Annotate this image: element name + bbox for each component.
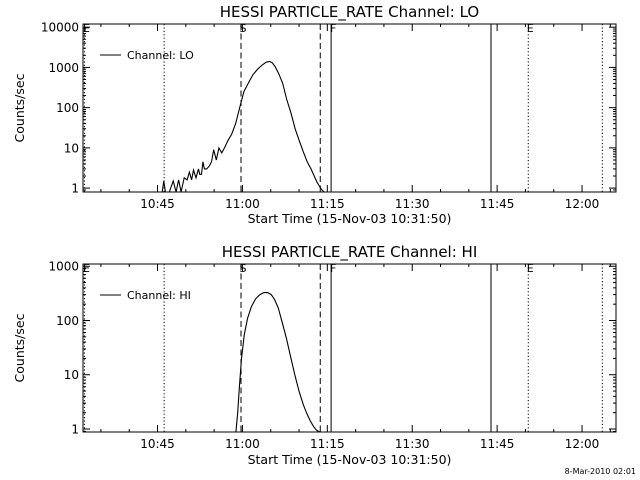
x-tick-label: 11:15 xyxy=(310,197,345,211)
y-tick-label: 10 xyxy=(64,141,79,155)
series-line xyxy=(235,291,321,432)
annotation-label: S xyxy=(240,262,247,275)
x-axis-label: Start Time (15-Nov-03 10:31:50) xyxy=(248,452,452,467)
y-tick-label: 1 xyxy=(71,182,79,196)
x-axis-label: Start Time (15-Nov-03 10:31:50) xyxy=(248,211,452,226)
annotation-label: E xyxy=(83,262,90,275)
plot-frame xyxy=(82,263,617,433)
x-tick-label: 10:45 xyxy=(140,437,175,451)
legend-label: Channel: LO xyxy=(127,49,194,62)
annotation-label: F xyxy=(330,262,336,275)
annotation-label: E xyxy=(527,262,534,275)
y-tick-label: 100 xyxy=(56,101,79,115)
footer-timestamp: 8-Mar-2010 02:01 xyxy=(565,467,636,476)
legend-label: Channel: HI xyxy=(127,289,191,302)
x-tick-label: 11:15 xyxy=(310,437,345,451)
annotation-label: S xyxy=(240,22,247,35)
chart-title: HESSI PARTICLE_RATE Channel: LO xyxy=(220,3,479,22)
y-tick-label: 1000 xyxy=(48,260,79,274)
panel-lo: HESSI PARTICLE_RATE Channel: LO 10:45 11:0… xyxy=(12,3,617,226)
y-tick-label: 1000 xyxy=(48,61,79,75)
annotation-label: E xyxy=(83,22,90,35)
x-tick-label: 11:30 xyxy=(395,197,430,211)
y-axis-label: Counts/sec xyxy=(12,313,27,382)
chart-title: HESSI PARTICLE_RATE Channel: HI xyxy=(222,243,478,262)
annotation-label: E xyxy=(527,22,534,35)
x-tick-label: 11:30 xyxy=(395,437,430,451)
y-tick-label: 10 xyxy=(64,368,79,382)
panel-hi: HESSI PARTICLE_RATE Channel: HI 10:45 11:0… xyxy=(12,243,617,467)
annotation-label: F xyxy=(330,22,336,35)
y-tick-label: 1 xyxy=(71,422,79,436)
y-tick-label: 10000 xyxy=(41,21,79,35)
x-tick-label: 11:00 xyxy=(225,197,260,211)
x-tick-label: 12:00 xyxy=(565,437,600,451)
x-tick-label: 12:00 xyxy=(565,197,600,211)
y-tick-label: 100 xyxy=(56,314,79,328)
x-tick-label: 11:00 xyxy=(225,437,260,451)
x-tick-label: 10:45 xyxy=(140,197,175,211)
x-tick-label: 11:45 xyxy=(480,437,515,451)
y-axis-label: Counts/sec xyxy=(12,73,27,142)
x-tick-label: 11:45 xyxy=(480,197,515,211)
series-line xyxy=(161,60,327,192)
